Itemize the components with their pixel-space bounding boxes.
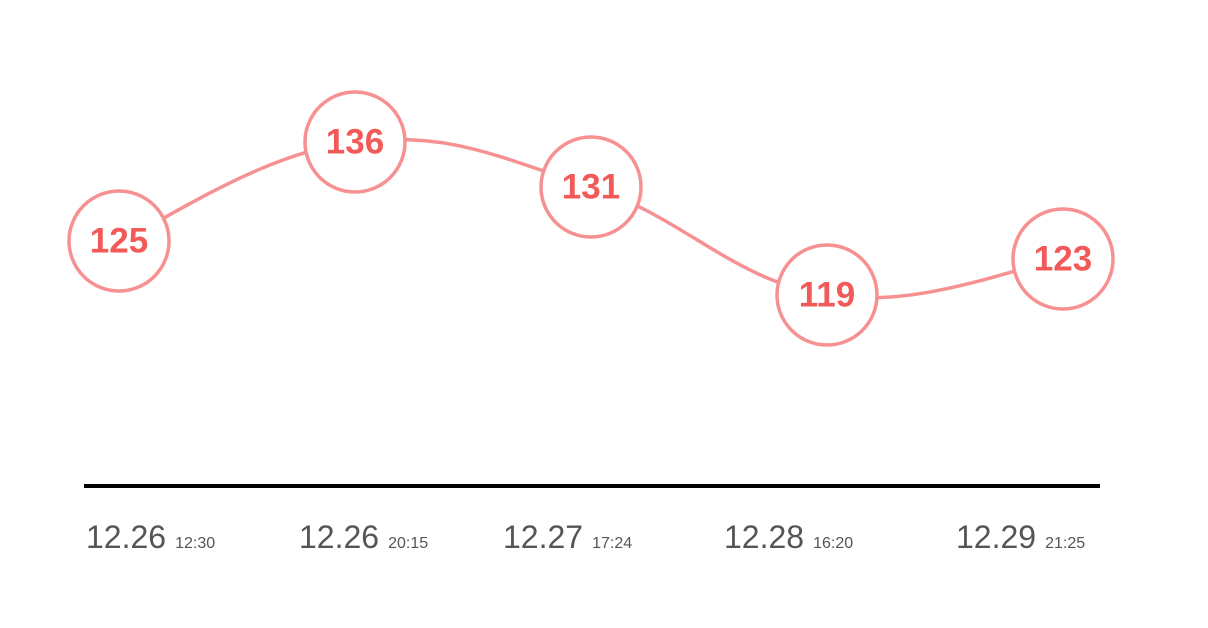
data-point-marker bbox=[539, 135, 643, 239]
data-point: 119 bbox=[775, 243, 879, 347]
data-point-marker bbox=[67, 189, 171, 293]
x-tick-date: 12.26 bbox=[86, 519, 166, 555]
x-tick-date: 12.26 bbox=[299, 519, 379, 555]
x-tick-time: 20:15 bbox=[388, 535, 428, 552]
x-tick-date: 12.29 bbox=[956, 519, 1036, 555]
data-label: 125 bbox=[90, 222, 148, 261]
data-point-marker bbox=[303, 90, 407, 194]
data-point-marker bbox=[1011, 207, 1115, 311]
data-point: 123 bbox=[1011, 207, 1115, 311]
data-point: 125 bbox=[67, 189, 171, 293]
x-tick-time: 16:20 bbox=[813, 535, 853, 552]
x-tick-label: 12.29 21:25 bbox=[956, 519, 1085, 555]
x-tick-time: 21:25 bbox=[1045, 535, 1085, 552]
data-label: 123 bbox=[1034, 240, 1092, 279]
data-label: 131 bbox=[562, 168, 620, 207]
data-label: 119 bbox=[799, 276, 855, 315]
x-tick-date: 12.27 bbox=[503, 519, 583, 555]
x-tick-label: 12.28 16:20 bbox=[724, 519, 853, 555]
x-tick-date: 12.28 bbox=[724, 519, 804, 555]
x-tick-label: 12.26 12:30 bbox=[86, 519, 215, 555]
data-point: 136 bbox=[303, 90, 407, 194]
data-point: 131 bbox=[539, 135, 643, 239]
data-points: 125 136 131 119 123 bbox=[67, 90, 1115, 347]
x-tick-label: 12.26 20:15 bbox=[299, 519, 428, 555]
x-tick-time: 17:24 bbox=[592, 535, 632, 552]
x-tick-label: 12.27 17:24 bbox=[503, 519, 632, 555]
data-label: 136 bbox=[326, 123, 384, 162]
data-point-marker bbox=[775, 243, 879, 347]
x-tick-time: 12:30 bbox=[175, 535, 215, 552]
x-axis-tick-labels: 12.26 12:30 12.26 20:15 12.27 17:24 12.28 16:20… bbox=[86, 519, 1085, 555]
